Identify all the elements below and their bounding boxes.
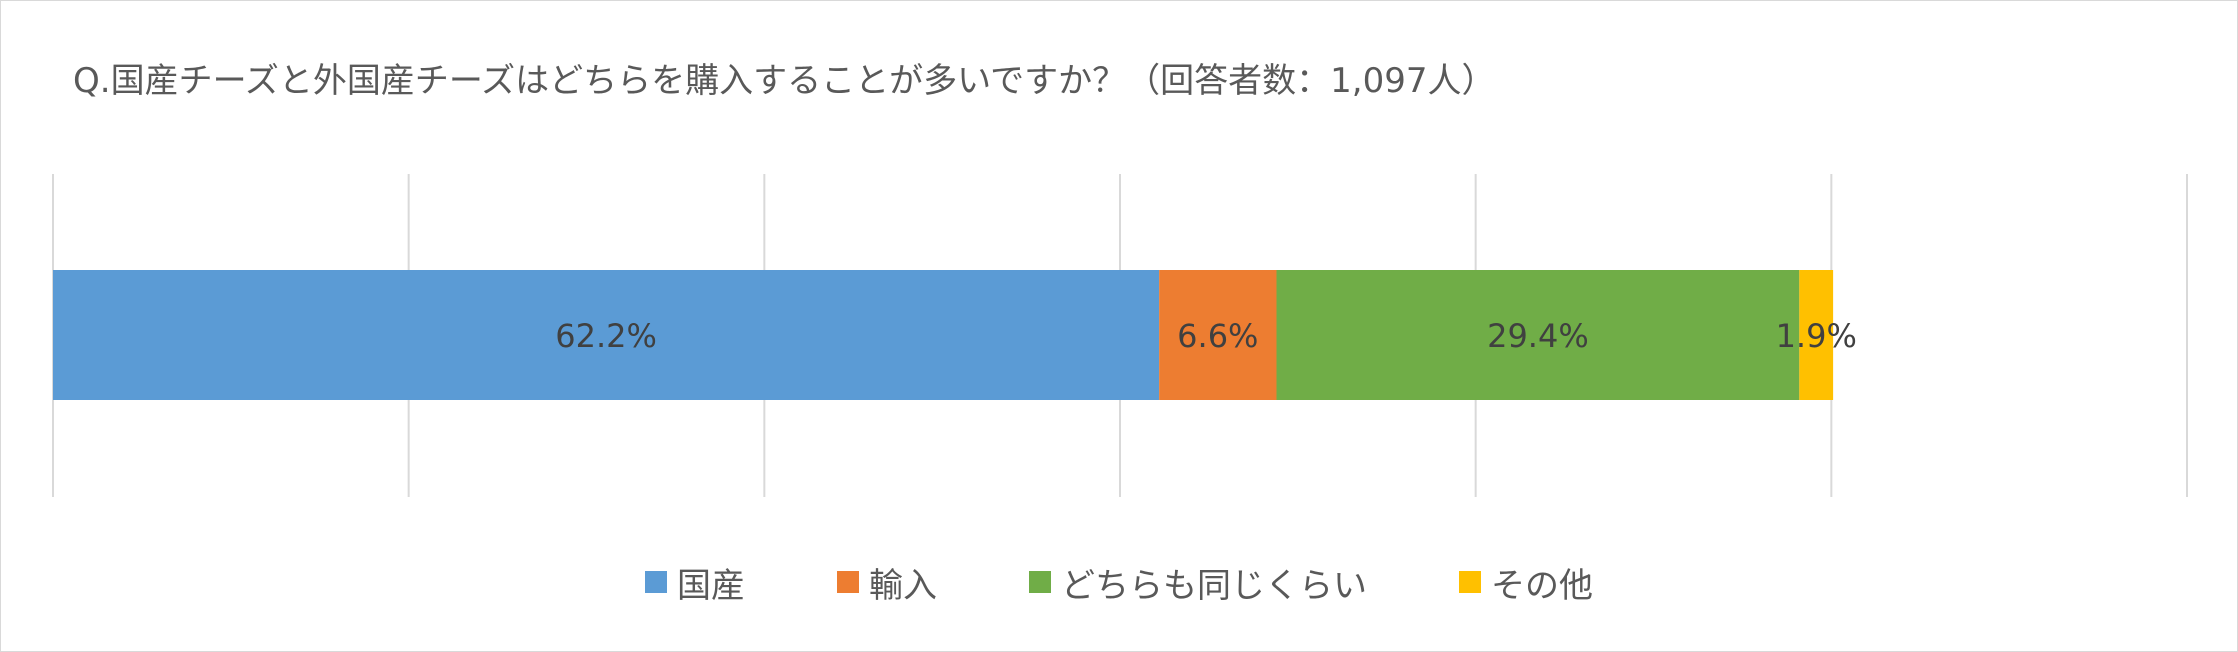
bar-segment-0 — [53, 270, 1160, 400]
data-label-1: 6.6% — [1177, 317, 1258, 355]
legend-label-yunyu: 輸入 — [869, 565, 937, 606]
bar-segment-1 — [1159, 270, 1277, 400]
chart-legend: 国産 輸入 どちらも同じくらい その他 — [1, 557, 2237, 607]
bar-segment-2 — [1276, 270, 1800, 400]
legend-item-kokusan: 国産 — [645, 558, 745, 607]
data-label-2: 29.4% — [1487, 317, 1589, 355]
chart-plot: 62.2% 6.6% 29.4% 1.9% — [52, 174, 2188, 497]
legend-swatch-kokusan — [645, 571, 667, 593]
legend-item-yunyu: 輸入 — [837, 558, 937, 607]
legend-swatch-yunyu — [837, 571, 859, 593]
legend-item-dochiramo: どちらも同じくらい — [1029, 558, 1367, 607]
bar-segment-3 — [1799, 270, 1834, 400]
legend-label-kokusan: 国産 — [677, 565, 745, 606]
data-label-3: 1.9% — [1776, 317, 1857, 355]
data-label-0: 62.2% — [555, 317, 657, 355]
legend-label-dochiramo: どちらも同じくらい — [1061, 565, 1367, 606]
legend-swatch-dochiramo — [1029, 571, 1051, 593]
chart-title: Q.国産チーズと外国産チーズはどちらを購入することが多いですか？（回答者数：1,… — [73, 61, 1496, 101]
legend-item-sonota: その他 — [1459, 558, 1593, 607]
legend-label-sonota: その他 — [1491, 565, 1593, 606]
legend-swatch-sonota — [1459, 571, 1481, 593]
